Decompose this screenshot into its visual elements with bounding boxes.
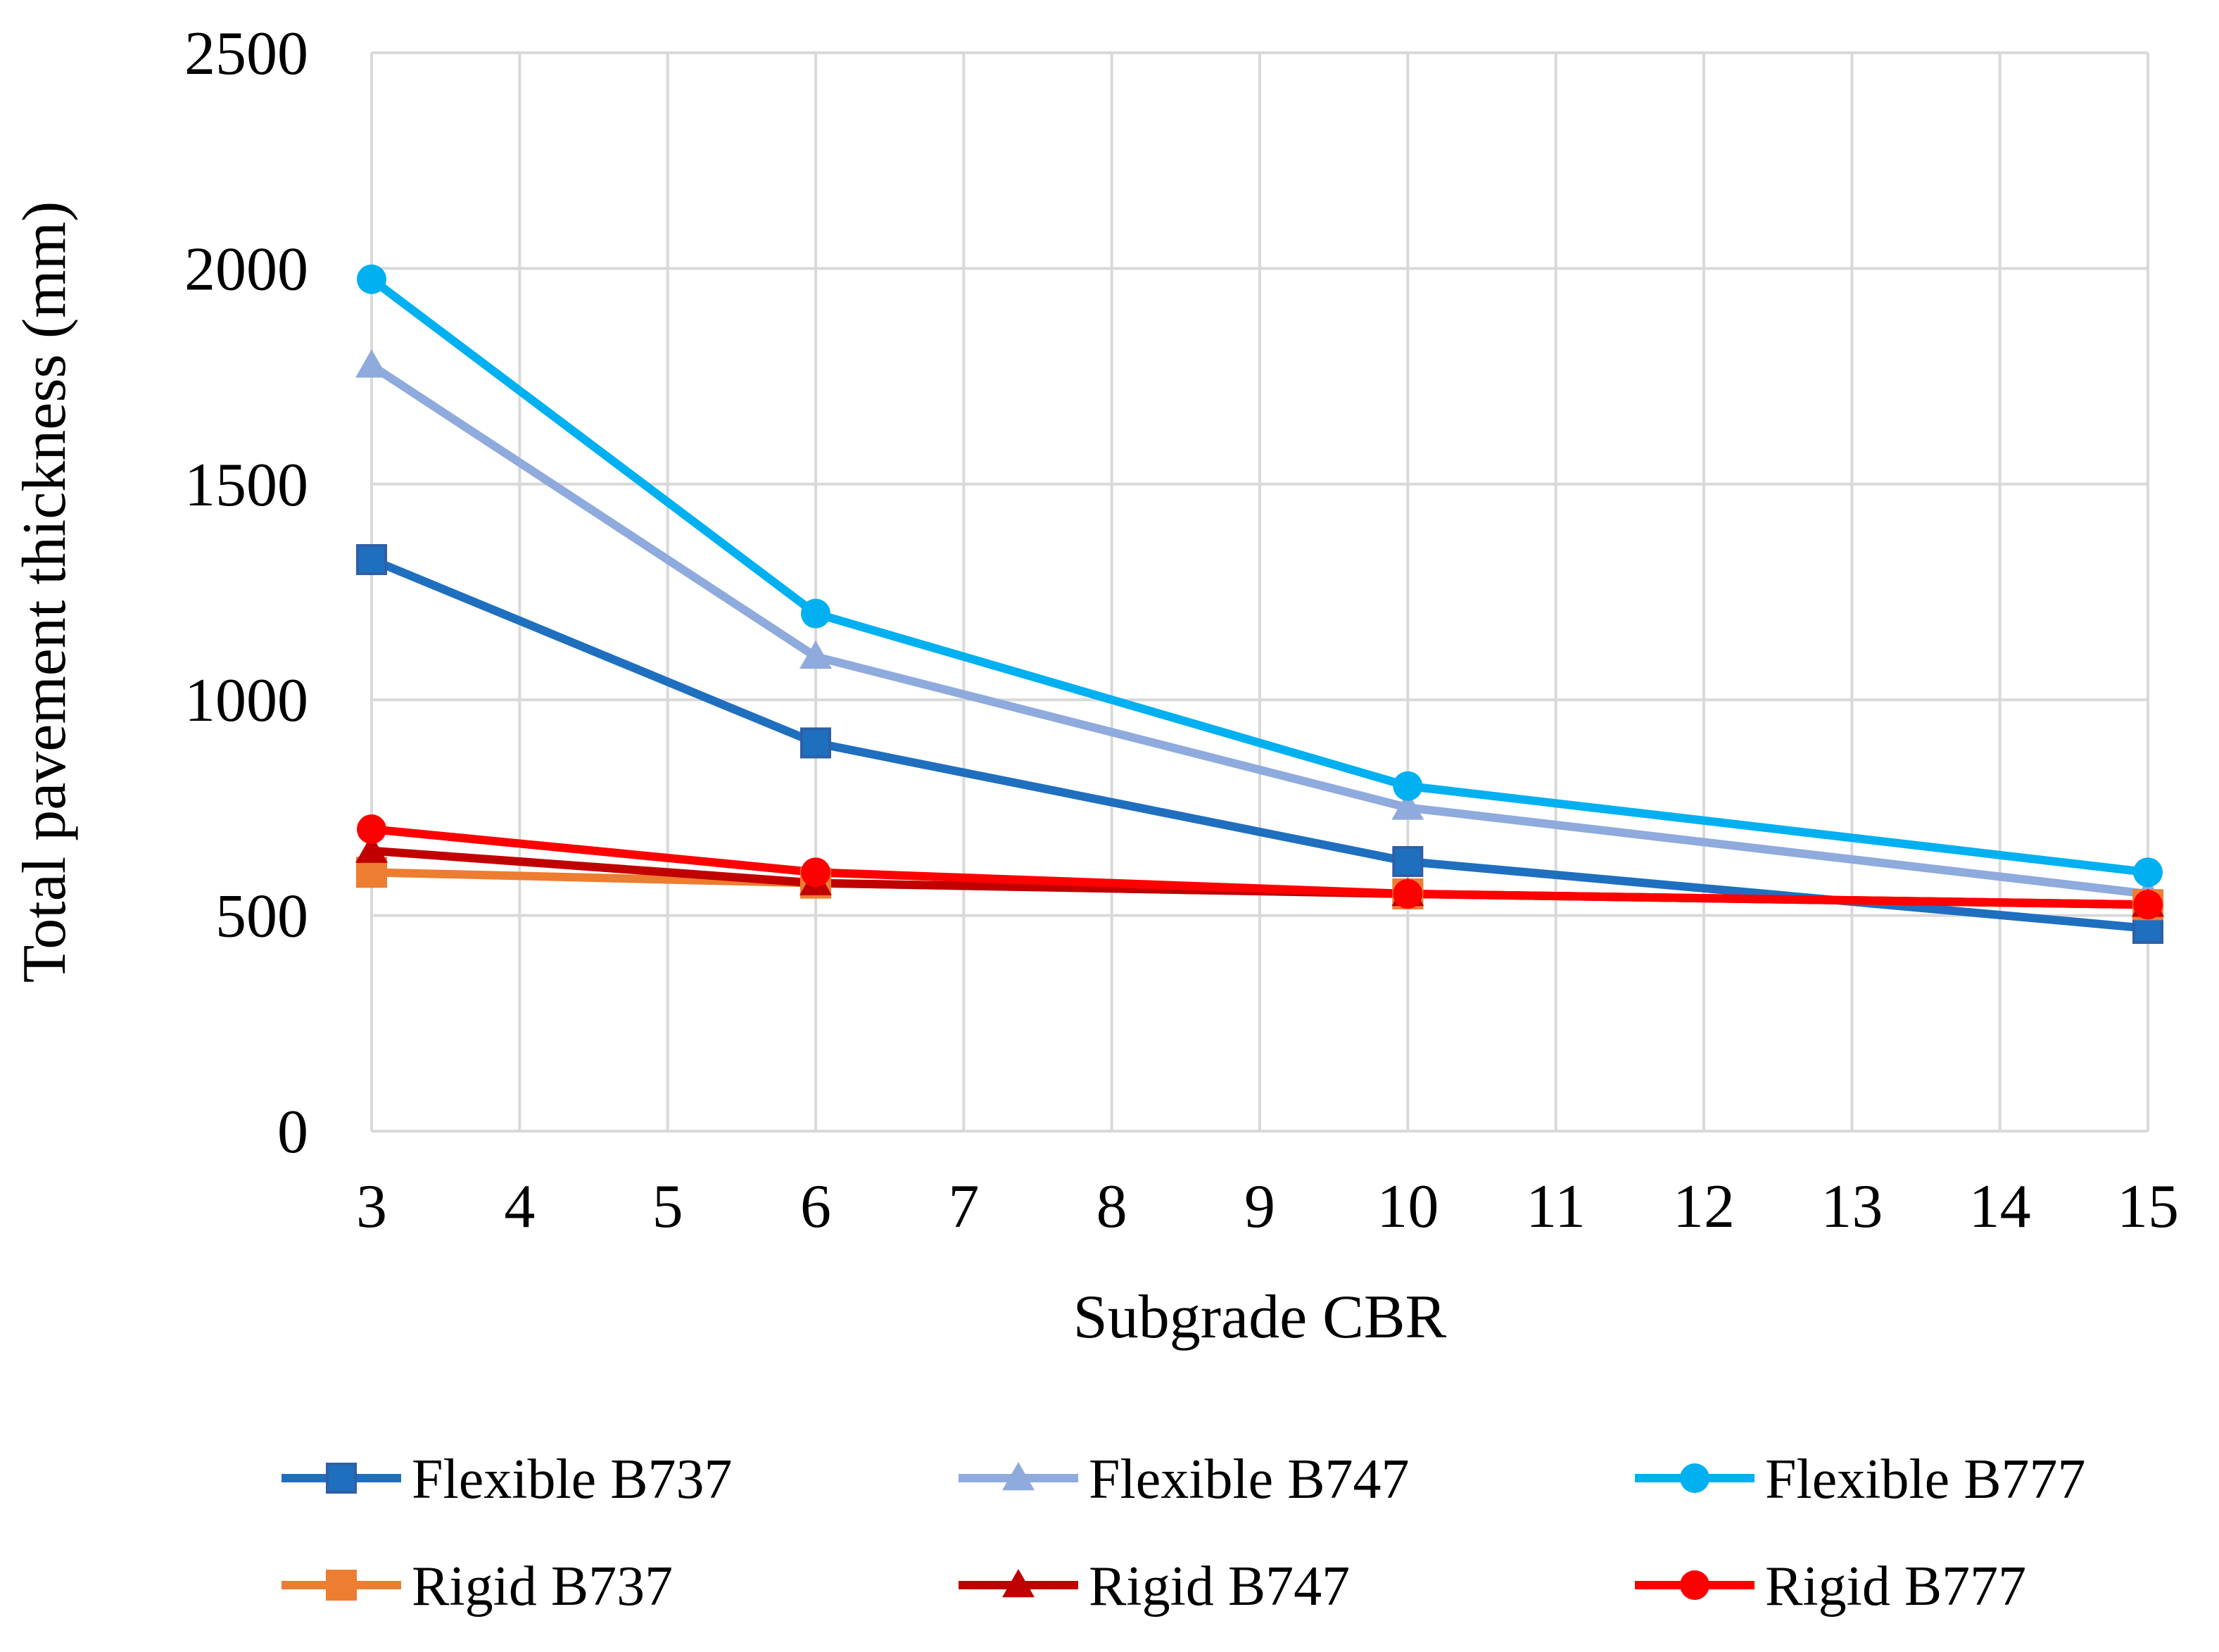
legend-item-rigid-b747: Rigid B747 — [959, 1556, 1350, 1618]
x-axis-title: Subgrade CBR — [1073, 1283, 1447, 1351]
data-point-rigid-b737 — [356, 857, 387, 888]
x-tick-label: 12 — [1673, 1173, 1735, 1241]
data-point-flexible-b737 — [1392, 846, 1424, 877]
x-tick-label: 4 — [504, 1173, 535, 1241]
y-tick-label: 0 — [277, 1098, 308, 1166]
data-point-rigid-b777 — [1393, 878, 1423, 909]
data-point-rigid-b777 — [357, 814, 386, 845]
legend-marker — [326, 1463, 357, 1494]
series-line-rigid-b777 — [367, 825, 2152, 909]
y-tick-label: 2500 — [184, 20, 308, 88]
x-tick-label: 13 — [1821, 1173, 1883, 1241]
legend-marker — [1002, 1569, 1035, 1598]
x-tick-label: 9 — [1244, 1173, 1275, 1241]
legend-marker — [1680, 1570, 1709, 1600]
x-tick-label: 8 — [1096, 1173, 1127, 1241]
x-tick-label: 3 — [356, 1173, 387, 1241]
legend-item-rigid-b737: Rigid B737 — [282, 1556, 673, 1618]
legend-marker — [1680, 1463, 1709, 1493]
series-markers — [355, 264, 2164, 944]
series-lines — [367, 275, 2152, 933]
legend-item-rigid-b777: Rigid B777 — [1635, 1556, 2026, 1618]
series-line-flexible-b747 — [367, 361, 2152, 898]
data-point-flexible-b747 — [355, 349, 388, 378]
data-point-flexible-b737 — [800, 727, 831, 759]
legend-item-flexible-b777: Flexible B777 — [1635, 1449, 2086, 1511]
data-point-flexible-b777 — [2133, 857, 2163, 888]
data-point-flexible-b777 — [801, 598, 830, 629]
y-tick-label: 500 — [215, 883, 308, 951]
series-line-flexible-b737 — [367, 555, 2152, 933]
legend-label: Flexible B777 — [1765, 1449, 2086, 1511]
legend-label: Rigid B737 — [412, 1556, 673, 1618]
x-tick-label: 10 — [1377, 1173, 1439, 1241]
x-axis-tick-labels: 3 4 5 6 7 8 9 10 11 12 13 14 15 — [356, 1173, 2179, 1241]
legend-marker — [1002, 1462, 1035, 1491]
data-point-flexible-b777 — [357, 264, 386, 294]
legend-label: Rigid B777 — [1765, 1556, 2026, 1618]
data-point-rigid-b777 — [2133, 890, 2163, 920]
data-point-flexible-b737 — [356, 544, 387, 576]
x-tick-label: 6 — [800, 1173, 831, 1241]
data-point-rigid-b747 — [355, 834, 388, 863]
x-tick-label: 7 — [948, 1173, 979, 1241]
data-point-flexible-b747 — [799, 640, 832, 669]
legend-item-flexible-b747: Flexible B747 — [959, 1449, 1410, 1511]
legend-marker — [326, 1570, 357, 1601]
x-tick-label: 15 — [2117, 1173, 2179, 1241]
legend-item-flexible-b737: Flexible B737 — [282, 1449, 733, 1511]
data-point-flexible-b777 — [1393, 771, 1423, 801]
y-tick-label: 1000 — [184, 667, 308, 735]
legend: Flexible B737 Flexible B747 Flexible B777 R… — [282, 1449, 2086, 1618]
grid-lines — [370, 51, 2149, 1133]
y-axis-title: Total pavement thickness (mm) — [11, 201, 79, 983]
x-tick-label: 14 — [1969, 1173, 2031, 1241]
data-point-flexible-b747 — [1391, 791, 1424, 820]
y-tick-label: 2000 — [184, 235, 308, 303]
x-tick-label: 5 — [652, 1173, 683, 1241]
legend-label: Flexible B747 — [1089, 1449, 1410, 1511]
x-tick-label: 11 — [1526, 1173, 1586, 1241]
legend-label: Rigid B747 — [1089, 1556, 1350, 1618]
y-axis-tick-labels: 0 500 1000 1500 2000 2500 — [184, 20, 308, 1166]
series-line-flexible-b777 — [367, 275, 2152, 877]
y-tick-label: 1500 — [184, 451, 308, 519]
data-point-rigid-b777 — [801, 857, 830, 888]
legend-label: Flexible B737 — [412, 1449, 733, 1511]
